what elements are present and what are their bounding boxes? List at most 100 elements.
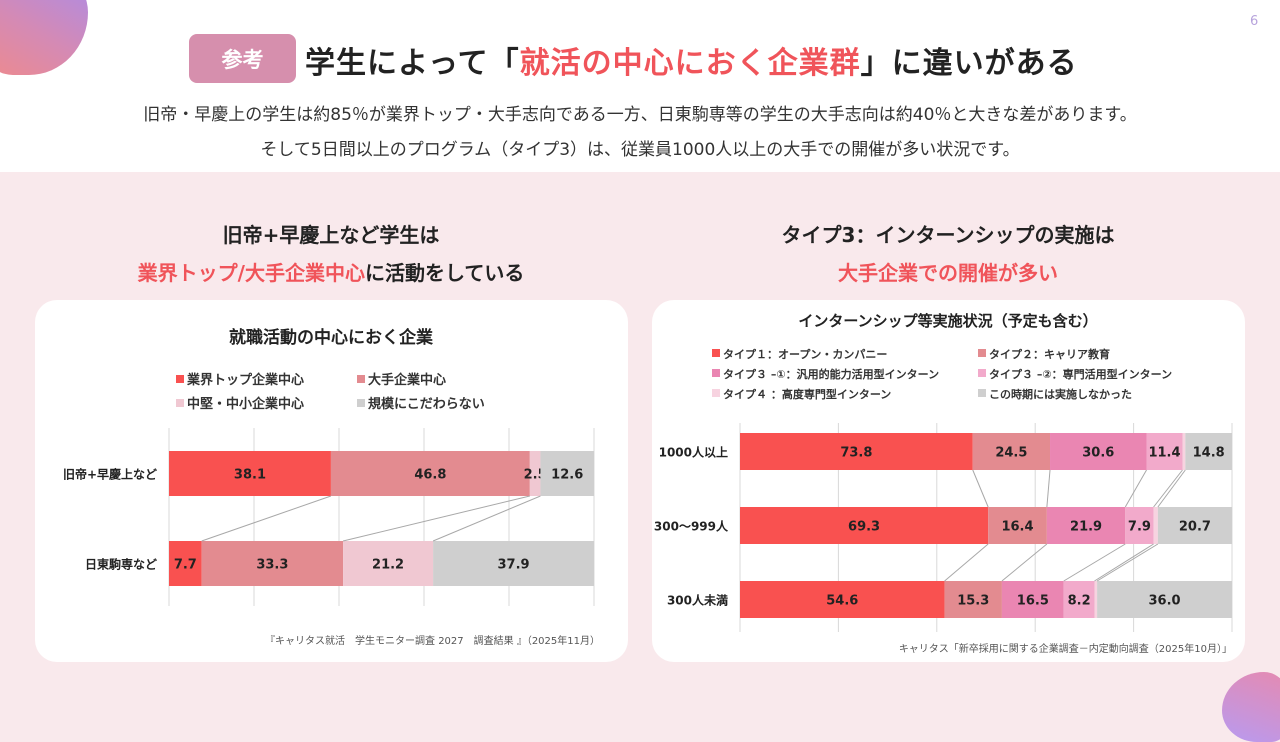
left-heading-1: 旧帝+早慶上など学生は: [222, 223, 440, 247]
data-label: 21.2: [372, 558, 404, 573]
legend-label: 規模にこだわらない: [368, 396, 485, 412]
title-post: 」に違いがある: [860, 46, 1078, 81]
bar-segment: [433, 541, 594, 586]
data-label: 24.5: [995, 446, 1027, 461]
data-label: 7.9: [1128, 520, 1151, 535]
series-connector-line: [1124, 469, 1147, 508]
page-title: 学生によって「就活の中心におく企業群」に違いがある: [305, 38, 1078, 82]
subtitle-line: 旧帝・早慶上の学生は約85％が業界トップ・大手志向である一方、日東駒専等の学生の…: [143, 105, 1137, 125]
bar-segment: [169, 451, 331, 496]
legend-swatch: [978, 389, 986, 397]
data-label: 8.2: [1068, 594, 1091, 609]
bar-segment: [740, 433, 973, 470]
category-label: 1000人以上: [659, 445, 728, 460]
bar-segment: [1094, 581, 1098, 618]
page-number: 6: [1250, 14, 1259, 29]
bar-segment: [1001, 581, 1064, 618]
data-label: 73.8: [840, 446, 872, 461]
bar-segment: [1063, 581, 1095, 618]
legend-label: タイプ２：キャリア教育: [989, 347, 1110, 361]
series-connector-line: [1094, 543, 1154, 582]
series-connector-line: [1153, 469, 1183, 508]
bar-segment: [201, 541, 344, 586]
legend-swatch: [712, 369, 720, 377]
reference-badge: 参考: [189, 34, 296, 83]
left-heading-2: 業界トップ/大手企業中心に活動をしている: [31, 257, 631, 286]
title-highlight: 就活の中心におく企業群: [519, 46, 861, 81]
title-pre: 学生によって「: [305, 46, 520, 81]
category-label: 日東駒専など: [85, 557, 157, 572]
legend-label: 大手企業中心: [368, 372, 446, 388]
legend-label: この時期には実施しなかった: [989, 387, 1132, 401]
legend-swatch: [176, 399, 184, 407]
bar-segment: [1046, 507, 1126, 544]
legend-label: タイプ３ –②：専門活用型インターン: [989, 367, 1172, 381]
data-label: 11.4: [1148, 446, 1180, 461]
legend-swatch: [978, 349, 986, 357]
legend-label: タイプ４ ：高度専門型インターン: [723, 387, 891, 401]
bar-segment: [1050, 433, 1147, 470]
bar-segment: [330, 451, 530, 496]
legend-label: 業界トップ企業中心: [186, 372, 304, 388]
bar-segment: [944, 581, 1002, 618]
right-heading-1: タイプ3：インターンシップの実施は: [781, 223, 1115, 247]
bar-segment: [169, 541, 202, 586]
data-label: 69.3: [848, 520, 880, 535]
data-label: 14.8: [1193, 446, 1225, 461]
left-heading-post: に活動をしている: [364, 261, 525, 285]
data-label: 7.7: [174, 558, 197, 573]
right-heading-2: 大手企業での開催が多い: [648, 257, 1248, 286]
data-label: 38.1: [234, 468, 266, 483]
header: [0, 0, 1280, 172]
source-note: 『キャリタス就活 学生モニター調査 2027 調査結果 』（2025年11月）: [265, 634, 600, 647]
legend-label: タイプ３ –①：汎用的能力活用型インターン: [723, 367, 939, 381]
bar-segment: [1146, 433, 1183, 470]
legend-swatch: [978, 369, 986, 377]
data-label: 54.6: [826, 594, 858, 609]
series-connector-line: [1001, 543, 1048, 582]
series-connector-line: [342, 495, 530, 542]
data-label: 30.6: [1082, 446, 1114, 461]
bar-segment: [1185, 433, 1232, 470]
series-connector-line: [1046, 469, 1051, 508]
data-label: 37.9: [498, 558, 530, 573]
legend-swatch: [712, 389, 720, 397]
data-label: 33.3: [256, 558, 288, 573]
data-label: 21.9: [1070, 520, 1102, 535]
bar-segment: [740, 507, 989, 544]
series-connector-line: [1096, 543, 1159, 582]
right-heading-highlight: 大手企業での開催が多い: [838, 261, 1058, 285]
legend-label: タイプ１：オープン・カンパニー: [723, 347, 887, 361]
series-connector-line: [432, 495, 541, 542]
legend-swatch: [357, 399, 365, 407]
data-label: 16.4: [1001, 520, 1033, 535]
category-label: 旧帝+早慶上など: [63, 467, 157, 482]
series-connector-line: [944, 543, 989, 582]
bar-segment: [1157, 507, 1232, 544]
data-label: 36.0: [1149, 594, 1181, 609]
legend-label: 中堅・中小企業中心: [187, 396, 304, 412]
bar-segment: [1153, 507, 1158, 544]
bar-segment: [1097, 581, 1232, 618]
bar-segment: [540, 451, 594, 496]
bar-segment: [343, 541, 434, 586]
left-heading-highlight: 業界トップ/大手企業中心: [137, 261, 365, 285]
series-connector-line: [1157, 469, 1186, 508]
data-label: 20.7: [1179, 520, 1211, 535]
bar-segment: [1182, 433, 1186, 470]
data-label: 12.6: [551, 468, 583, 483]
series-connector-line: [972, 469, 989, 508]
bar-segment: [529, 451, 541, 496]
chart-title: インターンシップ等実施状況（予定も含む）: [798, 312, 1097, 330]
legend-swatch: [357, 375, 365, 383]
data-label: 16.5: [1017, 594, 1049, 609]
category-label: 300～999人: [654, 519, 729, 534]
data-label: 15.3: [957, 594, 989, 609]
legend-swatch: [712, 349, 720, 357]
subtitle-line: そして5日間以上のプログラム（タイプ3）は、従業員1000人以上の大手での開催が…: [260, 140, 1020, 160]
bar-segment: [988, 507, 1047, 544]
legend-swatch: [176, 375, 184, 383]
source-note: キャリタス「新卒採用に関する企業調査－内定動向調査（2025年10月）」: [899, 642, 1232, 655]
bar-segment: [972, 433, 1051, 470]
